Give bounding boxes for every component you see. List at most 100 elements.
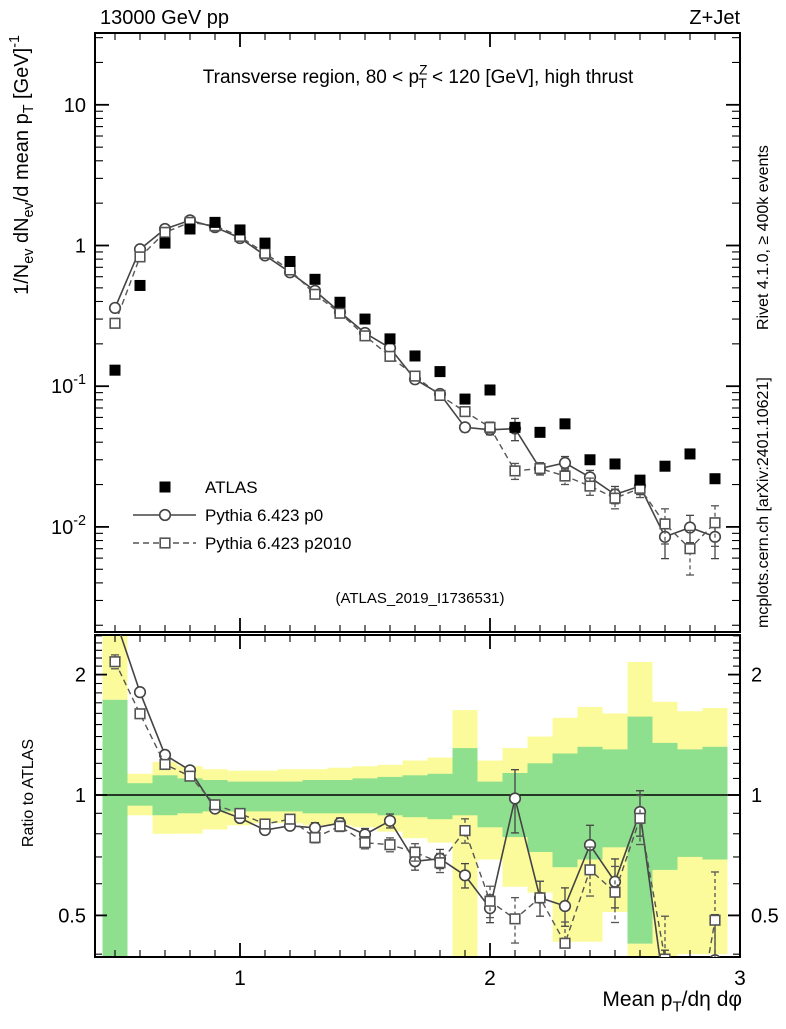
pythia-p2010-ratio-series-marker [609, 886, 621, 898]
atlas-data-series-marker [709, 473, 721, 485]
x-tick-label: 2 [484, 967, 496, 990]
legend-marker-p0 [158, 508, 172, 522]
pythia-p2010-series-marker [509, 465, 521, 477]
legend-entry: Pythia 6.423 p0 [133, 506, 323, 525]
main-y-tick-label: 10-2 [51, 513, 86, 539]
main-y-tick-label: 10 [64, 95, 86, 117]
band-stat-uncertainty [602, 749, 628, 848]
x-tick-label: 1 [234, 967, 246, 990]
pythia-p2010-series-marker [259, 247, 271, 259]
pythia-p2010-series-marker [159, 226, 171, 238]
pythia-p2010-ratio-series-marker [709, 914, 721, 926]
pythia-p2010-ratio-series [109, 654, 721, 957]
pythia-p0-series [108, 214, 722, 560]
pythia-p0-series-marker [558, 456, 572, 470]
uncertainty-bands [102, 635, 728, 957]
band-stat-uncertainty [327, 780, 353, 814]
pythia-p2010-ratio-series-marker [559, 937, 571, 949]
legend-label: Pythia 6.423 p0 [205, 506, 323, 525]
pythia-p2010-series-marker [584, 480, 596, 492]
pythia-p2010-series-marker [559, 470, 571, 482]
band-stat-uncertainty [302, 780, 328, 814]
atlas-data-series-marker [534, 426, 546, 438]
pythia-p0-ratio-series-marker [110, 613, 121, 624]
pythia-p2010-series-marker [709, 517, 721, 529]
band-stat-uncertainty [352, 778, 378, 814]
legend-entry: Pythia 6.423 p2010 [133, 534, 352, 553]
atlas-data-series-marker [309, 273, 321, 285]
ratio-y-axis-title: Ratio to ATLAS [20, 739, 37, 847]
main-y-tick-label: 1 [75, 236, 86, 258]
pythia-p2010-ratio-series-marker [234, 807, 246, 820]
pythia-p2010-series-marker [134, 251, 146, 263]
pythia-p2010-ratio-series-marker [409, 846, 421, 858]
pythia-p2010-ratio-series-marker [334, 820, 346, 832]
analysis-watermark: (ATLAS_2019_I1736531) [335, 590, 504, 607]
legend-label: Pythia 6.423 p2010 [205, 534, 352, 553]
atlas-data-series-marker [409, 350, 421, 362]
atlas-data-series-marker [559, 418, 571, 430]
pythia-p2010-ratio-series-marker [134, 708, 146, 720]
pythia-p2010-ratio-series-marker [509, 913, 521, 925]
pythia-p2010-series-marker [109, 317, 121, 329]
pythia-p2010-ratio-series-marker [534, 892, 546, 904]
pythia-p2010-ratio-series-marker [159, 758, 171, 771]
band-stat-uncertainty [677, 749, 703, 857]
atlas-data-series [109, 216, 721, 486]
header-energy-label: 13000 GeV pp [100, 7, 229, 29]
ratio-y-tick-label: 0.5 [58, 905, 86, 927]
band-stat-uncertainty [227, 781, 253, 812]
x-axis-title: Mean pT/dη dφ [602, 988, 742, 1016]
band-stat-uncertainty [652, 742, 678, 870]
legend-marker-p2010 [159, 537, 171, 549]
main-y-tick-label: 10-1 [51, 372, 86, 398]
atlas-data-series-marker [634, 474, 646, 486]
atlas-data-series-marker [684, 448, 696, 460]
pythia-p2010-series-marker [334, 307, 346, 319]
band-stat-uncertainty [102, 699, 128, 957]
band-stat-uncertainty [427, 773, 453, 820]
band-stat-uncertainty [527, 763, 553, 852]
atlas-data-series-marker [109, 364, 121, 376]
pythia-p0-ratio-series-marker [709, 954, 721, 957]
ratio-y-tick-label: 2 [75, 665, 86, 687]
band-stat-uncertainty [402, 775, 428, 818]
atlas-data-series-marker [659, 460, 671, 472]
pythia-p2010-ratio-series-marker [659, 953, 671, 957]
main-y-axis-title: 1/Nev dNev/d mean pT [GeV]-1 [7, 35, 37, 295]
data-series [108, 214, 722, 957]
mcplots-reference-sidetext: mcplots.cern.ch [arXiv:2401.10621] [755, 377, 772, 628]
pythia-p2010-series-marker [409, 370, 421, 382]
band-stat-uncertainty [552, 753, 578, 868]
pythia-p2010-series-marker [659, 518, 671, 530]
pythia-p0-ratio-series-marker [508, 792, 522, 805]
pythia-p2010-series-marker [359, 330, 371, 342]
band-stat-uncertainty [477, 781, 503, 828]
pythia-p0-ratio-series-marker [458, 869, 472, 882]
x-tick-label: 3 [734, 967, 746, 990]
band-stat-uncertainty [277, 781, 303, 812]
atlas-data-series-marker [384, 333, 396, 345]
atlas-data-series-marker [509, 421, 521, 433]
pythia-p0-ratio-series-marker [308, 821, 322, 834]
pythia-p2010-ratio-series-marker [459, 824, 471, 837]
band-stat-uncertainty [452, 748, 478, 816]
legend-label: ATLAS [205, 478, 258, 497]
atlas-data-series-marker [259, 237, 271, 249]
atlas-data-series-marker [209, 216, 221, 228]
pythia-p0-ratio-series-marker [558, 899, 572, 913]
ratio-y-tick-label-right: 1 [751, 785, 762, 807]
ratio-y-tick-label: 1 [75, 785, 86, 807]
band-stat-uncertainty [377, 776, 403, 816]
pythia-p2010-ratio-series-marker [209, 799, 221, 811]
pythia-p2010-series-marker [309, 288, 321, 300]
ratio-y-tick-label-right: 0.5 [751, 905, 779, 927]
pythia-p2010-ratio-series-marker [584, 864, 596, 876]
pythia-p2010-ratio-series-marker [184, 770, 196, 782]
atlas-data-series-marker [584, 454, 596, 466]
atlas-data-series-marker [184, 223, 196, 235]
pythia-p2010-series-marker [434, 389, 446, 402]
pythia-p2010-ratio-series-marker [484, 895, 496, 907]
